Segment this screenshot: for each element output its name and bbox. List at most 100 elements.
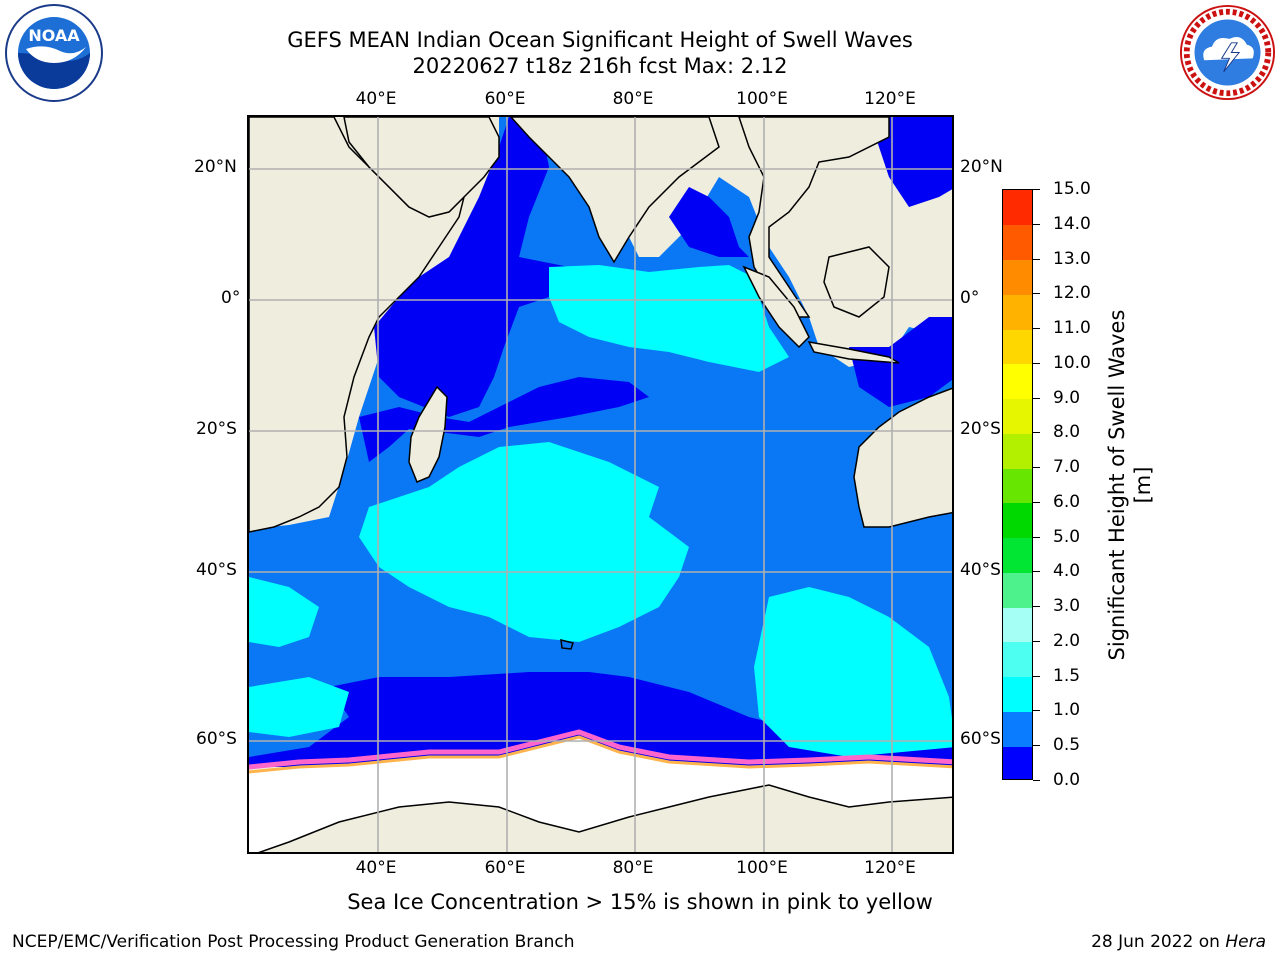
colorbar-tick-mark (1033, 780, 1040, 781)
map-canvas (249, 117, 952, 852)
java-land (807, 341, 900, 364)
colorbar-tick-label: 13.0 (1053, 248, 1091, 269)
colorbar-tick-mark (1033, 328, 1040, 330)
lon-label-bottom-40e: 40°E (355, 858, 397, 878)
colorbar-segment (1003, 746, 1032, 779)
credit-date: 28 Jun 2022 on (1091, 932, 1220, 952)
colorbar-segment (1003, 502, 1032, 539)
colorbar-tick-mark (1033, 675, 1040, 677)
colorbar-tick-label: 0.5 (1053, 735, 1081, 756)
colorbar-tick-label: 4.0 (1053, 561, 1081, 582)
noaa-logo-text: NOAA (28, 26, 80, 45)
colorbar-tick-label: 12.0 (1053, 283, 1091, 304)
colorbar-tick-mark (1033, 223, 1040, 225)
colorbar-segment (1003, 259, 1032, 295)
ocean-deep-blue-mozambique (359, 377, 649, 462)
colorbar-tick-mark (1033, 571, 1040, 573)
chart-subtitle: 20220627 t18z 216h fcst Max: 2.12 (412, 54, 788, 78)
lat-label-right-60s: 60°S (960, 729, 1001, 749)
ocean-cyan-southeast (754, 587, 952, 757)
lon-label-top-120e: 120°E (864, 89, 916, 109)
colorbar-tick-mark (1033, 467, 1040, 469)
colorbar-segment (1003, 537, 1032, 573)
colorbar-tick-mark (1033, 640, 1040, 642)
lat-label-right-40s: 40°S (960, 560, 1001, 580)
colorbar-tick-label: 14.0 (1053, 213, 1091, 234)
colorbar-tick-label: 15.0 (1053, 179, 1091, 199)
colorbar-tick-mark (1033, 293, 1040, 295)
ocean-deep-blue-east (849, 317, 952, 407)
ocean-deep-blue-south (249, 672, 952, 767)
colorbar-tick-label: 1.5 (1053, 665, 1081, 686)
lon-label-bottom-120e: 120°E (864, 858, 916, 878)
sea-ice-edge-orange (249, 735, 952, 774)
noaa-logo: NOAA (4, 3, 104, 103)
colorbar-segment (1003, 329, 1032, 365)
lon-label-bottom-80e: 80°E (612, 858, 654, 878)
lat-label-left-0: 0° (221, 288, 241, 308)
colorbar-tick-mark (1033, 189, 1040, 190)
madagascar-land (408, 385, 448, 483)
colorbar-segment (1003, 711, 1032, 747)
colorbar-segment (1003, 190, 1032, 226)
colorbar-tick-label: 3.0 (1053, 596, 1081, 617)
credit-system: Hera (1225, 932, 1266, 952)
borneo-land (823, 246, 890, 318)
lat-label-left-40s: 40°S (196, 560, 237, 580)
colorbar-segment (1003, 572, 1032, 608)
colorbar-tick-mark (1033, 710, 1040, 712)
colorbar-tick-label: 2.0 (1053, 630, 1081, 651)
ocean-deep-blue-arabian (374, 117, 589, 417)
lon-label-top-60e: 60°E (484, 89, 526, 109)
colorbar-tick-mark (1033, 501, 1040, 503)
colorbar-segment (1003, 433, 1032, 469)
lon-label-top-40e: 40°E (355, 89, 397, 109)
australia-land (853, 387, 952, 528)
lat-label-right-20s: 20°S (960, 419, 1001, 439)
ocean-cyan-southwest (249, 577, 319, 647)
kerguelen-island (560, 639, 574, 650)
sea-ice-note: Sea Ice Concentration > 15% is shown in … (347, 890, 933, 914)
colorbar-tick-mark (1033, 397, 1040, 399)
lon-label-top-100e: 100°E (736, 89, 788, 109)
lat-label-left-20s: 20°S (196, 419, 237, 439)
colorbar-segment (1003, 363, 1032, 400)
map-gridlines (249, 117, 952, 852)
arabia-land (343, 117, 500, 218)
ocean-cyan-southwest-band (249, 677, 349, 737)
colorbar-tick-label: 7.0 (1053, 457, 1081, 478)
india-land (509, 117, 720, 264)
nws-logo (1179, 4, 1276, 101)
lat-label-right-20n: 20°N (960, 157, 1003, 177)
lat-label-right-0: 0° (960, 288, 980, 308)
credit-right: 28 Jun 2022 on Hera (1091, 932, 1266, 952)
southeast-asia-land (738, 117, 890, 318)
ocean-cyan-equatorial (549, 265, 789, 372)
colorbar (1002, 189, 1033, 780)
colorbar-tick-label: 0.0 (1053, 770, 1081, 790)
colorbar-segment (1003, 294, 1032, 330)
colorbar-segment (1003, 607, 1032, 643)
swell-height-map (247, 115, 954, 854)
colorbar-tick-mark (1033, 745, 1040, 747)
ocean-deep-blue-top-east (869, 117, 952, 207)
chart-title: GEFS MEAN Indian Ocean Significant Heigh… (287, 28, 913, 52)
sea-ice-edge-pink (249, 729, 952, 770)
colorbar-tick-label: 10.0 (1053, 352, 1091, 373)
colorbar-segment (1003, 398, 1032, 434)
antarctica-land (258, 784, 952, 852)
lat-label-left-20n: 20°N (194, 157, 237, 177)
ocean-deep-blue-bengal (669, 187, 749, 257)
colorbar-tick-mark (1033, 606, 1040, 608)
colorbar-label: Significant Height of Swell Waves [m] (1105, 309, 1155, 661)
colorbar-segment (1003, 224, 1032, 260)
colorbar-tick-label: 8.0 (1053, 422, 1081, 443)
lon-label-bottom-100e: 100°E (736, 858, 788, 878)
colorbar-tick-mark (1033, 536, 1040, 538)
sumatra-land (742, 265, 810, 349)
colorbar-tick-label: 11.0 (1053, 318, 1091, 339)
lon-label-top-80e: 80°E (612, 89, 654, 109)
colorbar-tick-label: 5.0 (1053, 526, 1081, 547)
colorbar-segment (1003, 676, 1032, 712)
colorbar-tick-mark (1033, 432, 1040, 434)
